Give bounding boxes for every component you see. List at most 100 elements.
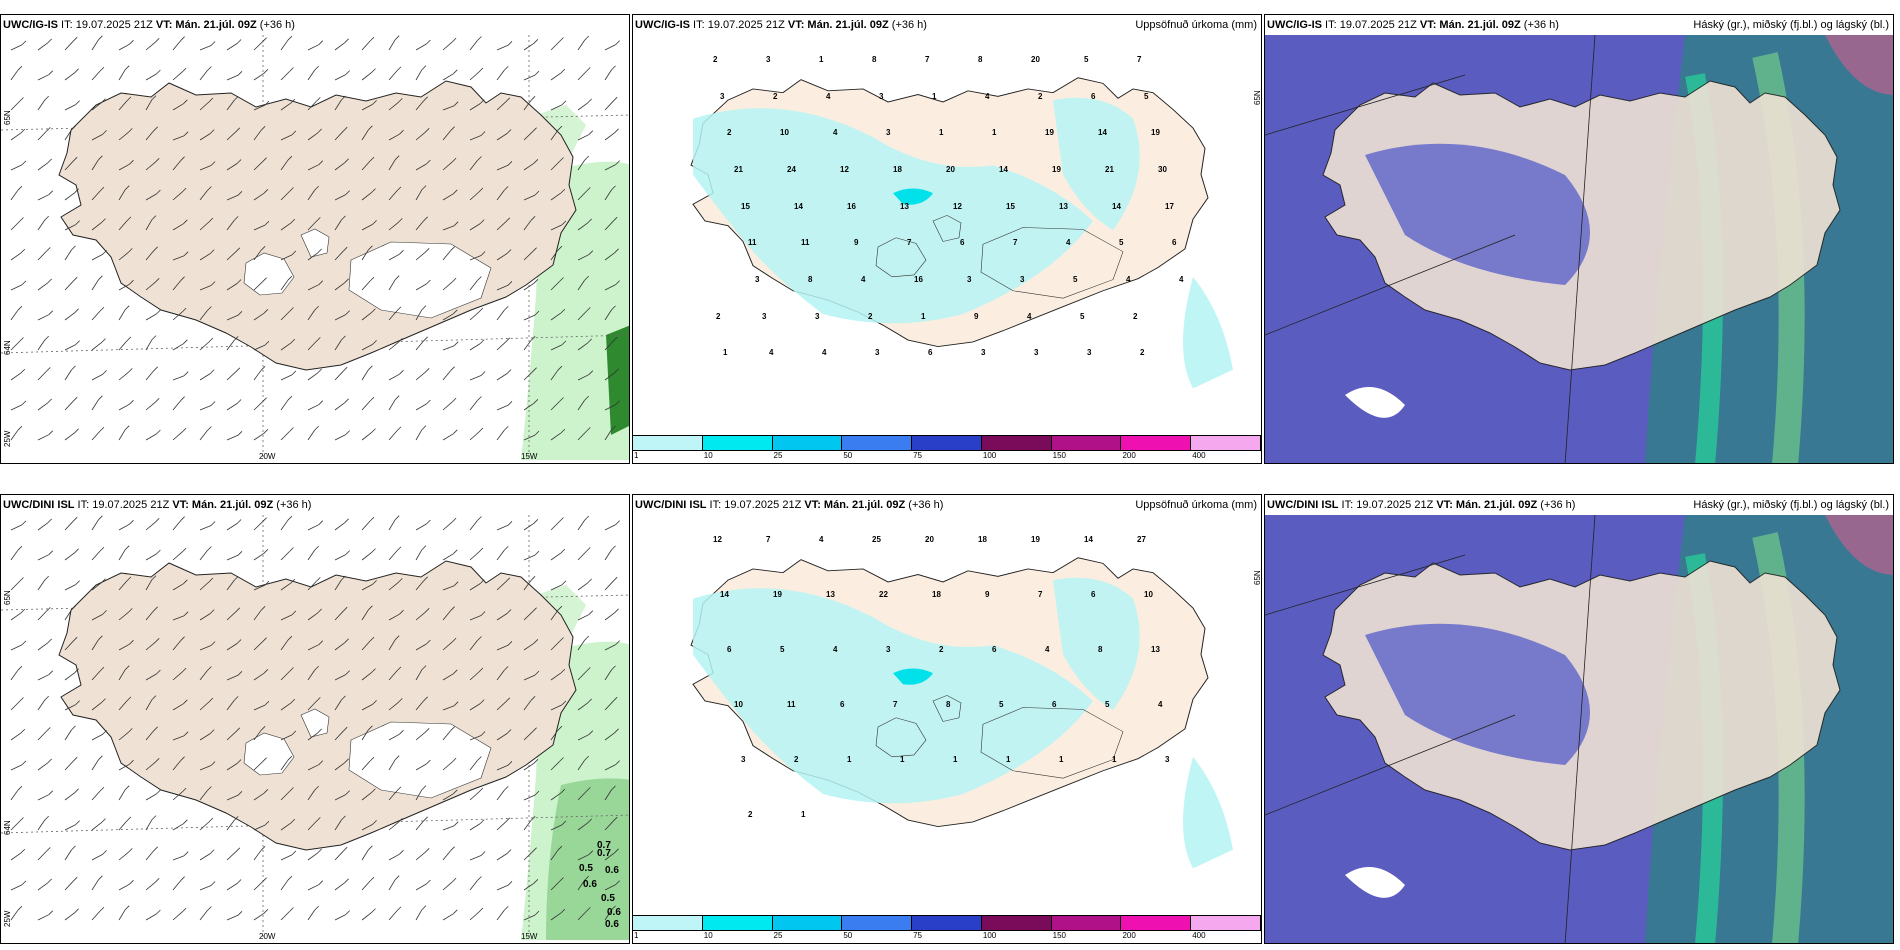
- precip-value: 1: [723, 348, 728, 358]
- latitude-label: 64N: [3, 340, 12, 355]
- precip-value: 6: [1091, 91, 1096, 101]
- precip-value: 2: [1140, 348, 1145, 358]
- precip-value: 3: [741, 755, 746, 764]
- colorbar-swatch: [1051, 916, 1122, 930]
- valid-time: VT: Mán. 21.júl. 09Z: [787, 19, 889, 31]
- init-time: IT: 19.07.2025 21Z: [690, 19, 788, 31]
- latitude-label: 65N: [1253, 570, 1262, 585]
- colorbar-swatch: [633, 916, 703, 930]
- precip-value: 7: [766, 535, 771, 544]
- precip-value: 4: [819, 535, 824, 544]
- latitude-label: 65N: [1253, 90, 1262, 105]
- precip-value: 3: [886, 645, 891, 654]
- panel-header: UWC/DINI ISL IT: 19.07.2025 21Z VT: Mán.…: [635, 499, 943, 511]
- colorbar-swatch: [772, 436, 843, 450]
- precip-value: 2: [716, 311, 721, 321]
- precip-value: 5: [1080, 311, 1085, 321]
- gust-value: 0.6: [605, 865, 619, 876]
- precip-value: 3: [720, 91, 725, 101]
- precip-value: 5: [1084, 55, 1089, 64]
- precip-value: 20: [1031, 55, 1040, 64]
- colorbar-swatch: [772, 916, 843, 930]
- colorbar-tick: 200: [1122, 451, 1136, 460]
- colorbar-tick: 1: [634, 451, 639, 460]
- precip-value: 1: [819, 55, 824, 64]
- precip-value: 1: [992, 128, 997, 138]
- precip-value: 8: [946, 700, 951, 709]
- panel-field-title: Uppsöfnuð úrkoma (mm): [1135, 19, 1257, 31]
- precip-value: 6: [727, 645, 732, 654]
- precip-value: 7: [1137, 55, 1142, 64]
- precip-value: 14: [720, 590, 729, 599]
- precip-value: 16: [847, 201, 856, 211]
- colorbar-tick: 400: [1192, 451, 1206, 460]
- colorbar-tick: 50: [843, 931, 853, 940]
- precip-value: 2: [939, 645, 944, 654]
- precip-value: 6: [1091, 590, 1096, 599]
- precip-colorbar: 1 10 25 50 75 100 150 200 400: [633, 433, 1261, 463]
- colorbar-tick: 1: [634, 931, 639, 940]
- colorbar-swatch: [1121, 436, 1192, 450]
- longitude-label: 20W: [259, 932, 276, 941]
- gust-value: 0.5: [579, 863, 593, 874]
- precip-value: 8: [872, 55, 877, 64]
- precip-value: 4: [1179, 275, 1184, 284]
- colorbar-swatch: [702, 436, 773, 450]
- cloud-map-panel-dini: UWC/DINI ISL IT: 19.07.2025 21Z VT: Mán.…: [1264, 494, 1894, 944]
- lead-time: (+36 h): [273, 499, 312, 511]
- wind-map: [1, 35, 629, 460]
- colorbar-tick: 25: [773, 451, 783, 460]
- panel-header: UWC/IG-IS IT: 19.07.2025 21Z VT: Mán. 21…: [1267, 19, 1559, 31]
- precip-value: 18: [893, 165, 902, 174]
- cloud-map-panel-ig: UWC/IG-IS IT: 19.07.2025 21Z VT: Mán. 21…: [1264, 14, 1894, 464]
- longitude-label: 15W: [521, 932, 538, 941]
- precip-value: 4: [1045, 645, 1050, 654]
- valid-time: VT: Mán. 21.júl. 09Z: [172, 499, 274, 511]
- precip-value: 2: [794, 755, 799, 764]
- precip-value: 5: [1119, 238, 1124, 248]
- precip-value: 19: [1031, 535, 1040, 544]
- model-name: UWC/DINI ISL: [3, 499, 75, 511]
- valid-time: VT: Mán. 21.júl. 09Z: [1419, 19, 1521, 31]
- model-name: UWC/DINI ISL: [635, 499, 707, 511]
- precip-value: 19: [1052, 165, 1061, 174]
- colorbar-swatch: [981, 916, 1052, 930]
- precip-value: 3: [981, 348, 986, 358]
- precip-value: 8: [978, 55, 983, 64]
- wind-map-panel-dini: 0.7 0.7 0.5 0.6 0.6 0.5 0.6 0.6 20W 15W 65N 64N 25W U…: [0, 494, 630, 944]
- panel-field-title: Uppsöfnuð úrkoma (mm): [1135, 499, 1257, 511]
- precip-value: 4: [822, 348, 827, 358]
- wind-map-panel-ig: 20W 15W 65N 64N 25W UWC/IG-IS IT: 19.07.2025 …: [0, 14, 630, 464]
- precip-value: 14: [794, 201, 803, 211]
- latitude-label: 64N: [3, 820, 12, 835]
- colorbar-swatch: [1121, 916, 1192, 930]
- lead-time: (+36 h): [1520, 19, 1559, 31]
- precip-value: 10: [780, 128, 789, 138]
- lead-time: (+36 h): [905, 499, 944, 511]
- precip-value: 4: [861, 275, 866, 284]
- colorbar-tick: 100: [982, 931, 997, 940]
- valid-time: VT: Mán. 21.júl. 09Z: [804, 499, 906, 511]
- precip-value: 4: [1027, 311, 1032, 321]
- gust-value: 0.7: [597, 848, 611, 859]
- colorbar-tick: 10: [703, 451, 713, 460]
- colorbar-swatch: [912, 436, 982, 450]
- precip-value: 14: [1098, 128, 1107, 138]
- model-name: UWC/IG-IS: [635, 19, 690, 31]
- precip-value: 14: [999, 165, 1008, 174]
- panel-field-title: Háský (gr.), miðský (fj.bl.) og lágský (…: [1693, 499, 1889, 511]
- precip-value: 17: [1165, 201, 1174, 211]
- precip-value: 11: [787, 700, 796, 709]
- precip-value: 3: [967, 275, 972, 284]
- panel-header: UWC/DINI ISL IT: 19.07.2025 21Z VT: Mán.…: [1267, 499, 1575, 511]
- precip-value: 4: [1066, 238, 1071, 248]
- precip-value: 5: [1105, 700, 1110, 709]
- precip-value: 12: [840, 165, 849, 174]
- precip-value: 3: [766, 55, 771, 64]
- precip-value: 19: [773, 590, 782, 599]
- lead-time: (+36 h): [1537, 499, 1576, 511]
- precip-value: 18: [978, 535, 987, 544]
- precip-value: 10: [734, 700, 743, 709]
- colorbar-tick: 50: [843, 451, 853, 460]
- cloud-map: [1265, 35, 1893, 463]
